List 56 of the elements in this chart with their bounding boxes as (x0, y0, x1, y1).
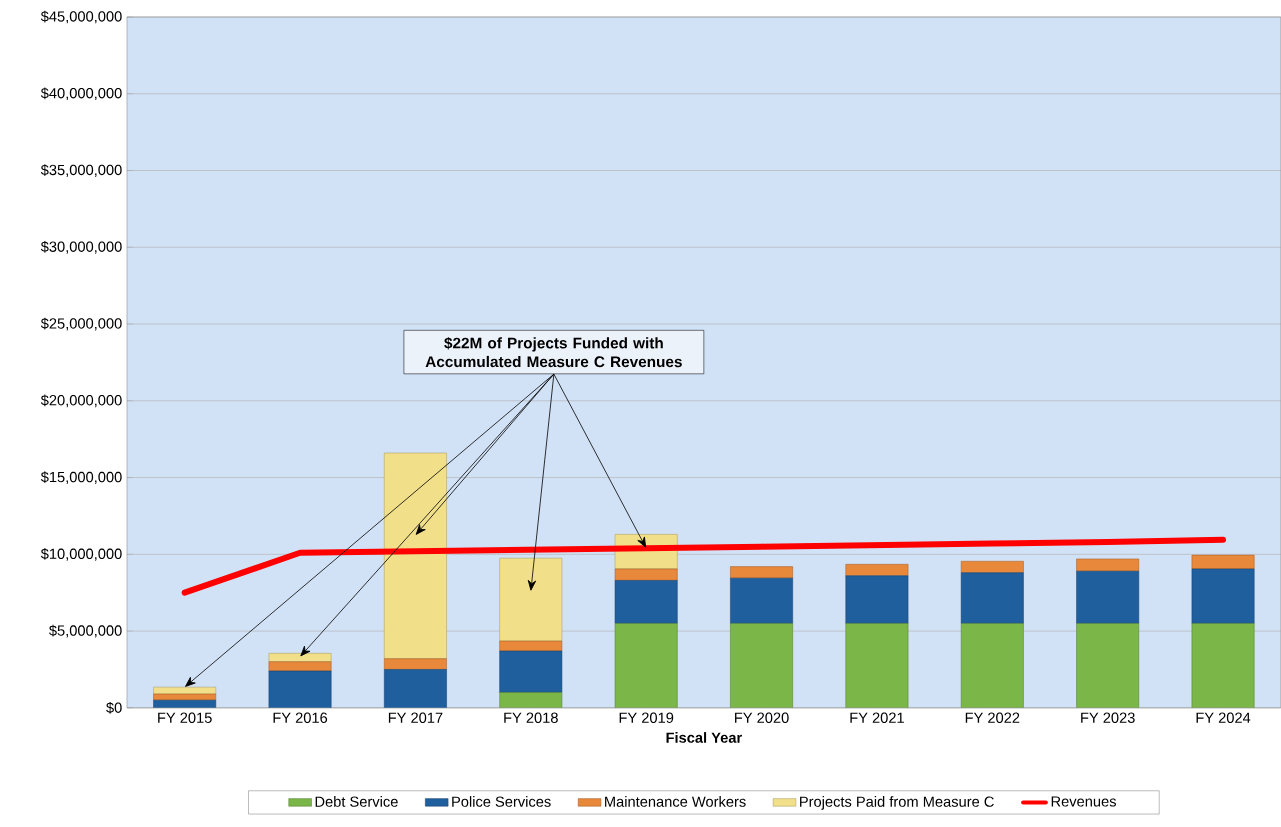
x-tick-label: FY 2021 (850, 712, 904, 724)
bar (1191, 554, 1255, 570)
bar (384, 658, 447, 670)
bar (614, 623, 678, 708)
bar (1076, 571, 1140, 624)
y-tick-label: $5,000,000 (49, 624, 122, 638)
bar (268, 670, 332, 708)
y-tick-label: $40,000,000 (40, 87, 122, 101)
x-tick-label: FY 2016 (273, 712, 328, 724)
y-tick-label: $15,000,000 (40, 471, 122, 485)
bar (499, 650, 563, 693)
bar (845, 623, 909, 708)
bar (384, 669, 447, 708)
bar (499, 640, 563, 652)
bar (960, 561, 1024, 574)
bar (268, 661, 332, 672)
legend-label: Maintenance Workers (605, 796, 746, 807)
legend-label: Debt Service (315, 796, 398, 807)
x-tick-label: FY 2023 (1081, 712, 1135, 724)
y-tick-label: $25,000,000 (40, 317, 122, 331)
x-tick-label: FY 2022 (965, 712, 1020, 724)
y-tick-label: $30,000,000 (40, 240, 122, 254)
x-tick-label: FY 2019 (619, 712, 674, 724)
legend-label: Projects Paid from Measure C (800, 796, 994, 810)
x-tick-label: FY 2015 (158, 712, 212, 724)
bar (1076, 623, 1140, 708)
y-tick-label: $45,000,000 (40, 10, 122, 24)
x-axis-title: Fiscal Year (666, 732, 742, 743)
bar (499, 557, 563, 642)
bar (730, 623, 793, 708)
x-tick-label: FY 2024 (1196, 712, 1251, 724)
y-tick-label: $20,000,000 (40, 394, 122, 408)
bar (730, 577, 793, 624)
x-tick-label: FY 2018 (504, 712, 558, 724)
y-tick-label: $35,000,000 (40, 164, 122, 177)
bar (499, 692, 563, 708)
bar (960, 623, 1024, 708)
bar (153, 686, 217, 695)
x-tick-label: FY 2017 (388, 712, 443, 724)
bar (614, 580, 678, 624)
bar (845, 564, 909, 577)
x-tick-label: FY 2020 (735, 712, 789, 724)
y-tick-label: $10,000,000 (40, 548, 122, 561)
bar (1076, 558, 1140, 572)
bar (1191, 568, 1255, 624)
y-tick-label: $0 (106, 702, 122, 714)
annotation: $22M of Projects Funded with Accumulated Measure C Revenues (425, 337, 682, 368)
bar (384, 452, 447, 660)
bar (960, 572, 1024, 624)
legend-label: Police Services (452, 796, 551, 807)
legend-label: Revenues (1051, 796, 1116, 807)
bar (1191, 623, 1255, 708)
bar (153, 693, 217, 701)
bar (845, 575, 909, 624)
bar (730, 566, 793, 579)
bar (614, 568, 678, 581)
